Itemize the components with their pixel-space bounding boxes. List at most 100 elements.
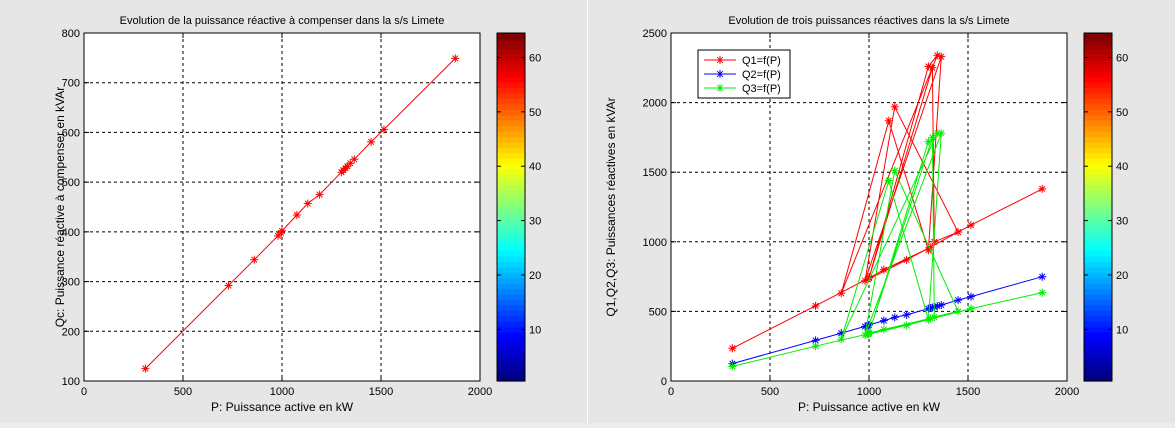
colorbar-segment bbox=[1084, 136, 1112, 143]
colorbar-segment bbox=[1084, 147, 1112, 154]
colorbar-segment bbox=[1084, 375, 1112, 382]
colorbar-segment bbox=[497, 174, 525, 181]
right-figure-panel: 0 500 1000 1500 2000 0 500 1000 1500 2000 2500 Evol… bbox=[588, 0, 1175, 423]
data-point bbox=[367, 137, 376, 146]
axes-box bbox=[670, 32, 1068, 382]
colorbar-segment bbox=[1084, 168, 1112, 175]
colorbar-segment bbox=[1084, 255, 1112, 262]
data-point bbox=[346, 159, 355, 168]
colorbar-segment bbox=[497, 201, 525, 208]
x-tick-label: 500 bbox=[761, 386, 779, 398]
left-figure-panel: 0 500 1000 1500 2000 100 200 300 400 500 600 700 800… bbox=[0, 0, 587, 423]
colorbar-tick-label: 40 bbox=[529, 161, 541, 173]
data-point bbox=[250, 255, 259, 264]
y-tick-label: 300 bbox=[62, 277, 80, 289]
data-point bbox=[315, 190, 324, 199]
data-point bbox=[303, 199, 312, 208]
data-point bbox=[278, 226, 286, 235]
colorbar-segment bbox=[1084, 109, 1112, 116]
colorbar-segment bbox=[1084, 49, 1112, 56]
data-point bbox=[864, 330, 873, 339]
y-axis-label: Q1,Q2,Q3: Puissances réactives en kVAr bbox=[604, 97, 618, 316]
legend-marker bbox=[716, 56, 724, 64]
x-tick-label: 2000 bbox=[468, 386, 492, 398]
data-point bbox=[926, 314, 935, 323]
colorbar-segment bbox=[497, 109, 525, 116]
x-tick-label: 2000 bbox=[1055, 386, 1079, 398]
colorbar-segment bbox=[497, 114, 525, 121]
colorbar-segment bbox=[1084, 141, 1112, 148]
colorbar-segment bbox=[1084, 359, 1112, 366]
legend-marker bbox=[716, 70, 724, 78]
data-point bbox=[924, 137, 933, 146]
legend-label: Q1=f(P) bbox=[742, 55, 781, 67]
colorbar-segment bbox=[497, 310, 525, 317]
data-point bbox=[954, 296, 963, 305]
colorbar-segment bbox=[497, 125, 525, 132]
colorbar: 10 20 30 40 50 60 bbox=[496, 32, 541, 382]
data-point bbox=[451, 54, 460, 63]
colorbar-segment bbox=[497, 283, 525, 290]
data-point bbox=[928, 303, 937, 312]
colorbar-segment bbox=[1084, 201, 1112, 208]
colorbar-segment bbox=[1084, 315, 1112, 322]
colorbar-segment bbox=[497, 272, 525, 279]
colorbar-segment bbox=[1084, 277, 1112, 284]
colorbar-tick-label: 20 bbox=[529, 270, 541, 282]
colorbar-segment bbox=[497, 364, 525, 371]
colorbar-segment bbox=[497, 163, 525, 170]
data-point bbox=[141, 364, 150, 373]
colorbar-segment bbox=[1084, 190, 1112, 197]
y-tick-label: 2500 bbox=[643, 28, 667, 40]
colorbar-segment bbox=[497, 304, 525, 311]
colorbar-segment bbox=[497, 185, 525, 192]
colorbar-segment bbox=[1084, 228, 1112, 235]
data-point bbox=[879, 325, 888, 334]
data-point bbox=[728, 362, 737, 371]
colorbar-tick-label: 50 bbox=[1116, 107, 1128, 119]
colorbar-segment bbox=[1084, 342, 1112, 349]
colorbar-tick-label: 30 bbox=[1116, 216, 1128, 228]
chart-right: 0 500 1000 1500 2000 0 500 1000 1500 2000 2500 Evol… bbox=[604, 15, 1128, 414]
y-tick-label: 800 bbox=[62, 28, 80, 40]
colorbar-segment bbox=[1084, 43, 1112, 50]
colorbar-segment bbox=[1084, 272, 1112, 279]
data-point bbox=[884, 116, 893, 125]
colorbar-segment bbox=[1084, 60, 1112, 67]
colorbar-segment bbox=[497, 147, 525, 154]
colorbar-segment bbox=[1084, 120, 1112, 127]
colorbar-segment bbox=[1084, 245, 1112, 252]
data-point bbox=[884, 176, 893, 185]
legend-label: Q2=f(P) bbox=[742, 69, 781, 81]
data-point bbox=[966, 221, 975, 230]
colorbar-segment bbox=[497, 217, 525, 224]
colorbar-segment bbox=[1084, 234, 1112, 241]
colorbar-segment bbox=[1084, 207, 1112, 214]
colorbar-box bbox=[1083, 32, 1113, 382]
y-tick-label: 500 bbox=[649, 306, 667, 318]
colorbar-segment bbox=[1084, 223, 1112, 230]
y-tick-label: 1500 bbox=[643, 167, 667, 179]
colorbar-tick-label: 30 bbox=[529, 216, 541, 228]
data-point bbox=[292, 210, 301, 219]
colorbar-segment bbox=[497, 98, 525, 105]
data-point bbox=[933, 302, 942, 311]
colorbar-segment bbox=[497, 337, 525, 344]
legend: Q1=f(P) Q2=f(P) Q3=f(P) bbox=[697, 49, 791, 99]
data-point bbox=[343, 162, 352, 171]
colorbar-segment bbox=[1084, 332, 1112, 339]
colorbar-segment bbox=[497, 103, 525, 110]
colorbar-segment bbox=[1084, 152, 1112, 159]
data-point bbox=[926, 243, 935, 252]
x-tick-label: 0 bbox=[81, 386, 87, 398]
data-point bbox=[966, 292, 975, 301]
data-point bbox=[379, 125, 388, 134]
colorbar-segment bbox=[497, 190, 525, 197]
colorbar-segment bbox=[1084, 125, 1112, 132]
colorbar-segment bbox=[497, 375, 525, 382]
data-point bbox=[1038, 288, 1047, 297]
colorbar-segment bbox=[1084, 103, 1112, 110]
colorbar-segment bbox=[497, 71, 525, 78]
colorbar-segment bbox=[1084, 288, 1112, 295]
colorbar-segment bbox=[1084, 158, 1112, 165]
